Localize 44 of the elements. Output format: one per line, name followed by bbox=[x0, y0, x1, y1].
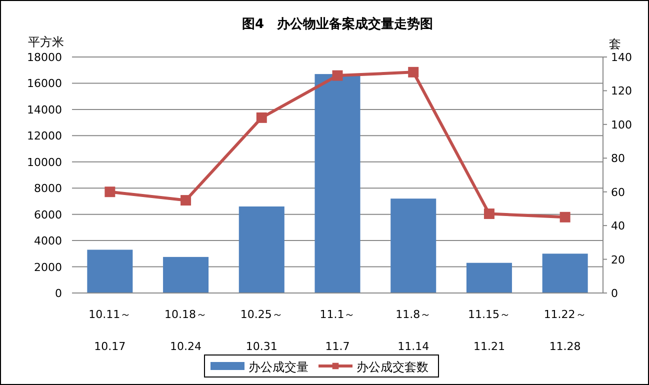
bar bbox=[542, 254, 588, 293]
y-tick-label: 0 bbox=[55, 287, 62, 300]
bar bbox=[238, 206, 284, 293]
y-tick-label: 8000 bbox=[34, 182, 62, 196]
point bbox=[104, 186, 116, 198]
y-tick-label: 12000 bbox=[27, 130, 62, 143]
y-tick-label: 18000 bbox=[27, 51, 62, 64]
point bbox=[180, 195, 192, 206]
category-label: 10.18～ 10.24 bbox=[164, 308, 208, 353]
legend-label: 办公成交量 bbox=[248, 360, 308, 374]
category-label: 11.15～ 11.21 bbox=[468, 308, 510, 353]
point bbox=[560, 212, 570, 222]
legend-label: 办公成交套数 bbox=[356, 360, 428, 374]
bar bbox=[163, 256, 209, 293]
y2-tick-label: 60 bbox=[611, 186, 625, 199]
category-label: 10.11～ 10.17 bbox=[88, 308, 132, 353]
category-label: 11.22～ 11.28 bbox=[544, 308, 586, 353]
y-tick-label: 2000 bbox=[34, 260, 62, 274]
point bbox=[256, 112, 267, 123]
y-tick-label: 14000 bbox=[27, 103, 62, 116]
y2-tick-label: 140 bbox=[611, 51, 632, 64]
bar bbox=[390, 198, 436, 293]
y2-tick-label: 80 bbox=[611, 152, 625, 166]
point bbox=[484, 208, 494, 220]
bar bbox=[466, 262, 512, 293]
y-tick-label: 10000 bbox=[27, 156, 62, 169]
category-label: 10.25～ 10.31 bbox=[240, 308, 283, 353]
y-tick-label: 16000 bbox=[27, 77, 62, 90]
bar bbox=[87, 250, 133, 293]
bar bbox=[314, 74, 360, 293]
point bbox=[332, 70, 343, 81]
y-tick-label: 4000 bbox=[34, 234, 62, 248]
y2-tick-label: 120 bbox=[611, 84, 632, 98]
chart-title: 图4 办公物业备案成交量走势图 bbox=[242, 16, 434, 32]
category-label: 11.1～ 11.7 bbox=[320, 308, 356, 353]
y2-axis-title: 套 bbox=[609, 37, 621, 51]
y2-tick-label: 40 bbox=[611, 220, 625, 233]
category-label: 11.8～ 11.14 bbox=[396, 308, 432, 353]
y2-tick-label: 20 bbox=[611, 253, 625, 266]
y-tick-label: 6000 bbox=[34, 208, 62, 222]
y2-tick-label: 0 bbox=[611, 287, 618, 300]
point bbox=[408, 66, 419, 78]
y2-tick-label: 100 bbox=[611, 118, 632, 132]
y-axis-title: 平方米 bbox=[28, 35, 64, 49]
